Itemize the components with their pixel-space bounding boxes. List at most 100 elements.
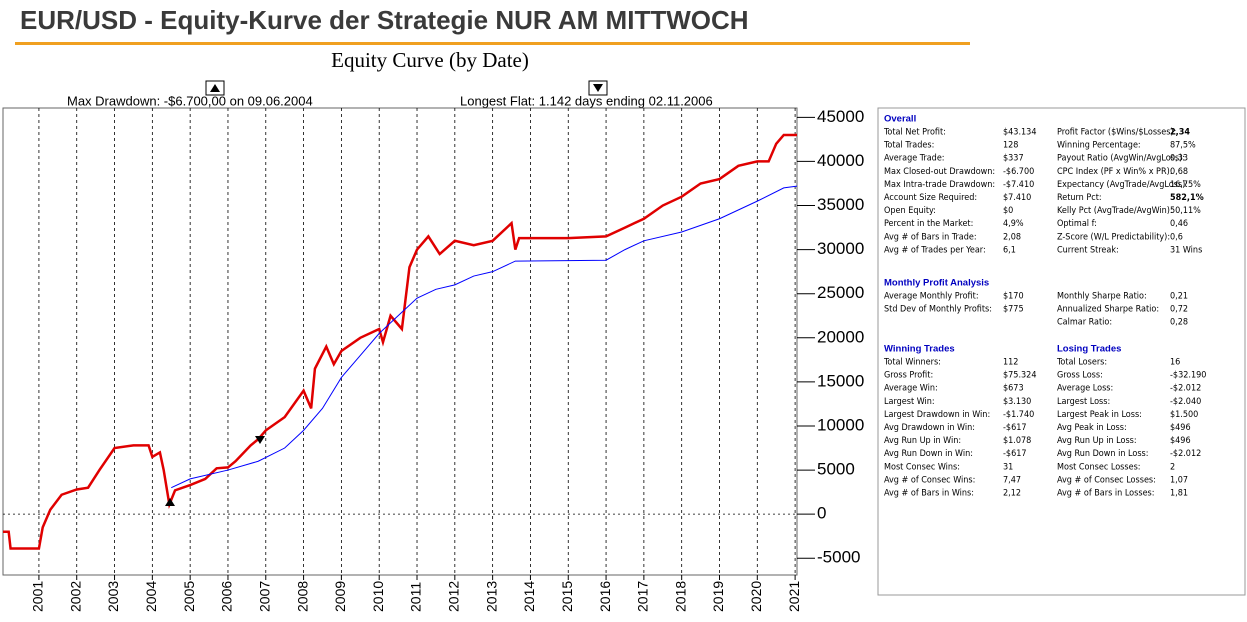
stat-value: $43.134	[1003, 128, 1036, 138]
stat-label: Return Pct:	[1057, 193, 1102, 203]
stat-label: Calmar Ratio:	[1057, 318, 1112, 328]
stat-value: 16,75%	[1170, 180, 1201, 190]
x-tick-label: 2007	[256, 581, 272, 612]
stat-label: Avg # of Bars in Wins:	[884, 489, 974, 499]
stat-label: Avg Peak in Loss:	[1057, 423, 1127, 433]
stat-label: Avg # of Trades per Year:	[884, 245, 986, 255]
stat-value: 0,46	[1170, 219, 1188, 229]
stats-panel	[877, 107, 1246, 596]
x-tick-label: 2010	[370, 581, 386, 612]
stat-label: Avg # of Bars in Losses:	[1057, 489, 1155, 499]
stat-value: $775	[1003, 305, 1024, 315]
y-tick-label: 30000	[817, 239, 864, 258]
stat-label: Gross Profit:	[884, 371, 933, 381]
stat-label: Most Consec Wins:	[884, 462, 960, 472]
stat-label: Total Winners:	[883, 358, 941, 368]
stat-label: Expectancy (AvgTrade/AvgLoss):	[1057, 180, 1188, 190]
equity-line	[3, 133, 797, 550]
stat-label: Avg # of Bars in Trade:	[884, 232, 977, 242]
stat-label: Largest Loss:	[1057, 397, 1110, 407]
stat-value: 0,28	[1170, 318, 1188, 328]
page-title: EUR/USD - Equity-Kurve der Strategie NUR…	[20, 5, 749, 35]
stat-label: Largest Drawdown in Win:	[884, 410, 990, 420]
stat-label: Avg Run Up in Loss:	[1057, 436, 1137, 446]
stat-label: Avg Run Up in Win:	[884, 436, 961, 446]
stat-value: -$32.190	[1170, 371, 1206, 381]
stat-value: 6,1	[1003, 245, 1016, 255]
stat-label: Most Consec Losses:	[1057, 462, 1141, 472]
stat-value: 0,33	[1170, 154, 1188, 164]
x-tick-label: 2004	[143, 581, 159, 612]
stat-label: Average Trade:	[884, 154, 945, 164]
y-tick-label: 20000	[817, 327, 864, 346]
x-tick-label: 2002	[67, 581, 83, 612]
stat-value: 2,08	[1003, 232, 1021, 242]
x-tick-label: 2008	[294, 581, 310, 612]
stat-label: Std Dev of Monthly Profits:	[884, 305, 992, 315]
stat-value: 7,47	[1003, 475, 1021, 485]
x-tick-label: 2006	[219, 581, 235, 612]
plot-frame	[2, 107, 798, 576]
annotation: Max Drawdown: -$6.700,00 on 09.06.2004	[67, 93, 313, 108]
equity-line	[171, 185, 798, 489]
title-underline	[15, 42, 970, 45]
stat-value: 1,81	[1170, 489, 1188, 499]
stat-value: 4,9%	[1003, 219, 1024, 229]
stat-label: Avg # of Consec Wins:	[884, 475, 975, 485]
stat-value: $337	[1003, 154, 1024, 164]
stat-value: 0,72	[1170, 305, 1188, 315]
x-tick-label: 2011	[408, 582, 424, 612]
stat-label: Payout Ratio (AvgWin/AvgLoss):	[1057, 154, 1185, 164]
x-tick-label: 2013	[483, 581, 499, 612]
x-tick-label: 2015	[559, 581, 575, 612]
up-arrow-icon	[210, 84, 220, 92]
stat-value: $673	[1003, 384, 1024, 394]
section-heading: Losing Trades	[1057, 344, 1121, 355]
stat-label: Open Equity:	[884, 206, 936, 216]
stat-value: $496	[1170, 436, 1191, 446]
section-heading: Monthly Profit Analysis	[884, 278, 989, 289]
stat-label: Annualized Sharpe Ratio:	[1057, 305, 1159, 315]
section-heading: Overall	[884, 114, 916, 125]
stat-label: Account Size Required:	[884, 193, 977, 203]
stat-value: -$617	[1003, 423, 1027, 433]
stat-value: 2	[1170, 462, 1175, 472]
stat-label: Total Trades:	[883, 141, 934, 151]
y-tick-label: 0	[817, 504, 826, 523]
stat-label: Max Closed-out Drawdown:	[884, 167, 995, 177]
stat-label: Average Monthly Profit:	[884, 292, 979, 302]
stat-label: Winning Percentage:	[1057, 141, 1141, 151]
x-tick-label: 2021	[786, 581, 802, 612]
stat-value: $170	[1003, 292, 1024, 302]
stat-value: $496	[1170, 423, 1191, 433]
stat-label: Average Loss:	[1057, 384, 1113, 394]
stat-value: -$7.410	[1003, 180, 1034, 190]
stat-value: $75.324	[1003, 371, 1036, 381]
stat-value: -$2.040	[1170, 397, 1201, 407]
stat-value: -$617	[1003, 449, 1027, 459]
x-tick-label: 2017	[635, 581, 651, 612]
y-tick-label: 45000	[817, 107, 864, 126]
stat-label: Avg Run Down in Win:	[884, 449, 973, 459]
stat-value: $3.130	[1003, 397, 1031, 407]
stat-label: CPC Index (PF x Win% x PR):	[1057, 167, 1172, 177]
x-tick-label: 2020	[748, 581, 764, 612]
stat-value: 128	[1003, 141, 1018, 151]
flat-marker	[255, 436, 265, 444]
stat-label: Optimal f:	[1057, 219, 1097, 229]
stat-value: $0	[1003, 206, 1013, 216]
stat-value: 0,68	[1170, 167, 1188, 177]
stat-value: 112	[1003, 358, 1018, 368]
stat-value: 0,6	[1170, 232, 1183, 242]
stat-label: Z-Score (W/L Predictability):	[1057, 232, 1170, 242]
stat-label: Largest Peak in Loss:	[1057, 410, 1142, 420]
stat-value: 16	[1170, 358, 1180, 368]
y-tick-label: 5000	[817, 460, 855, 479]
x-tick-label: 2014	[521, 581, 537, 612]
x-tick-label: 2016	[597, 581, 613, 612]
x-tick-label: 2018	[672, 581, 688, 612]
stat-label: Current Streak:	[1057, 245, 1119, 255]
stat-value: 31 Wins	[1170, 245, 1202, 255]
chart-title: Equity Curve (by Date)	[331, 48, 529, 72]
